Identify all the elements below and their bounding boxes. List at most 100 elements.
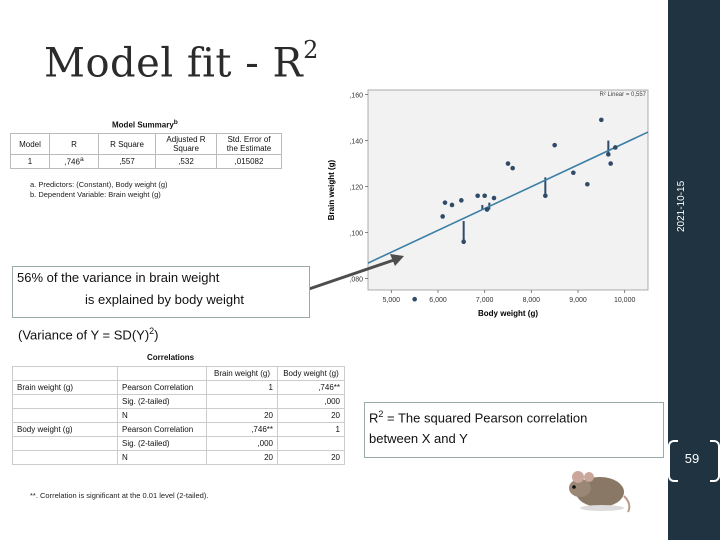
data-point: [599, 117, 604, 123]
cell: Sig. (2-tailed): [117, 436, 207, 451]
bracket-right: [710, 440, 720, 482]
note-line-2: between X and Y: [369, 431, 468, 446]
data-point: [440, 214, 445, 219]
table-row: Sig. (2-tailed) ,000: [12, 394, 345, 409]
header-cell: Adjusted R Square: [155, 133, 217, 155]
x-tick-label: 8,000: [523, 297, 541, 304]
data-point: [552, 142, 557, 148]
variance-explained-note: 56% of the variance in brain weight is e…: [12, 266, 310, 318]
slide-title: Model fit - R2: [44, 36, 319, 87]
model-summary-title: Model Summaryb: [112, 119, 178, 130]
data-point: [461, 239, 466, 245]
arrow-head: [390, 254, 404, 266]
data-point: [608, 161, 613, 166]
y-tick-label: ,120: [349, 185, 363, 192]
bracket-left: [668, 440, 678, 482]
pointer-arrow: [305, 254, 404, 292]
cell: [12, 450, 118, 465]
mouse-ear: [584, 472, 594, 482]
cell: ,746a: [49, 154, 99, 169]
plot-area: [367, 89, 649, 291]
page-number: 59: [684, 451, 700, 466]
correlations-table: Brain weight (g) Body weight (g) Brain w…: [12, 366, 345, 465]
note-line-1: R2 = The squared Pearson correlation: [369, 409, 588, 426]
x-tick-label: 9,000: [569, 297, 587, 304]
mouse-photo-icon: [569, 471, 631, 513]
x-tick-label: 6,000: [429, 297, 447, 304]
correlations-header-row: Brain weight (g) Body weight (g): [12, 366, 345, 381]
data-point: [412, 296, 417, 302]
header-cell: [12, 366, 118, 381]
page-number-box: 59: [668, 440, 720, 482]
y-tick-label: ,100: [349, 231, 363, 238]
table-row: N 20 20: [12, 408, 345, 423]
x-axis-label: Body weight (g): [478, 309, 538, 318]
cell: 1: [277, 422, 345, 437]
data-point: [606, 152, 611, 157]
correlations-footnote: **. Correlation is significant at the 0.…: [30, 491, 209, 500]
note-line-2: is explained by body weight: [85, 292, 244, 307]
r-squared-note: R2 = The squared Pearson correlation bet…: [364, 402, 664, 458]
cell: Pearson Correlation: [117, 422, 207, 437]
data-point: [449, 202, 455, 208]
data-point: [491, 195, 497, 201]
table-row: Body weight (g) Pearson Correlation ,746**…: [12, 422, 345, 437]
cell: ,000: [277, 394, 345, 409]
model-summary-table: Model R R Square Adjusted R Square Std. …: [10, 133, 282, 169]
cell: ,000: [206, 436, 278, 451]
note-line-1: 56% of the variance in brain weight: [17, 270, 220, 285]
cell: 20: [206, 450, 278, 465]
cell: [12, 408, 118, 423]
table-row: Sig. (2-tailed) ,000: [12, 436, 345, 451]
variance-definition: (Variance of Y = SD(Y)2): [18, 326, 159, 343]
fit-line: [367, 131, 649, 264]
model-summary-header-row: Model R R Square Adjusted R Square Std. …: [10, 133, 282, 155]
cell: [12, 394, 118, 409]
data-point: [482, 193, 487, 199]
cell: 1: [10, 154, 50, 169]
cell: N: [117, 408, 207, 423]
x-tick-label: 5,000: [383, 297, 401, 304]
correlations-title: Correlations: [147, 353, 195, 362]
header-cell: Body weight (g): [277, 366, 345, 381]
x-tick-label: 7,000: [476, 297, 494, 304]
y-axis-label: Brain weight (g): [327, 159, 336, 220]
cell: Body weight (g): [12, 422, 118, 437]
cell: [12, 436, 118, 451]
cell: [206, 394, 278, 409]
mouse-head: [569, 479, 591, 497]
cell: ,532: [155, 154, 217, 169]
header-cell: Std. Error of the Estimate: [216, 133, 282, 155]
arrow-shaft: [305, 258, 395, 292]
mouse-tail: [623, 495, 631, 513]
y-tick-label: ,080: [349, 277, 363, 284]
header-cell: Model: [10, 133, 50, 155]
header-cell: R: [49, 133, 99, 155]
cell: Sig. (2-tailed): [117, 394, 207, 409]
mouse-shadow: [580, 505, 624, 511]
data-point: [543, 193, 548, 199]
header-cell: Brain weight (g): [206, 366, 278, 381]
y-tick-label: ,160: [349, 93, 363, 100]
cell: N: [117, 450, 207, 465]
model-summary-footnote-b: b. Dependent Variable: Brain weight (g): [30, 190, 161, 199]
cell: [277, 436, 345, 451]
data-point: [613, 145, 618, 150]
data-point: [459, 198, 464, 203]
table-row: N 20 20: [12, 450, 345, 465]
y-tick-label: ,140: [349, 139, 363, 146]
data-point: [585, 181, 590, 187]
date-label: 2021-10-15: [676, 180, 687, 232]
r2-label: R² Linear = 0,557: [599, 92, 646, 98]
cell: 20: [206, 408, 278, 423]
cell: ,015082: [216, 154, 282, 169]
data-point: [571, 170, 576, 176]
sidebar-bar: [668, 0, 720, 540]
cell: ,746**: [277, 380, 345, 395]
model-summary-row: 1 ,746a ,557 ,532 ,015082: [10, 154, 282, 169]
data-point: [484, 207, 490, 212]
x-tick-label: 10,000: [614, 297, 636, 304]
scatter-plot: ,080 ,100 ,120 ,140 ,160 5,000 6,000 7,000 8,00…: [320, 80, 660, 326]
mouse-eye: [572, 485, 576, 489]
data-point: [475, 193, 480, 199]
